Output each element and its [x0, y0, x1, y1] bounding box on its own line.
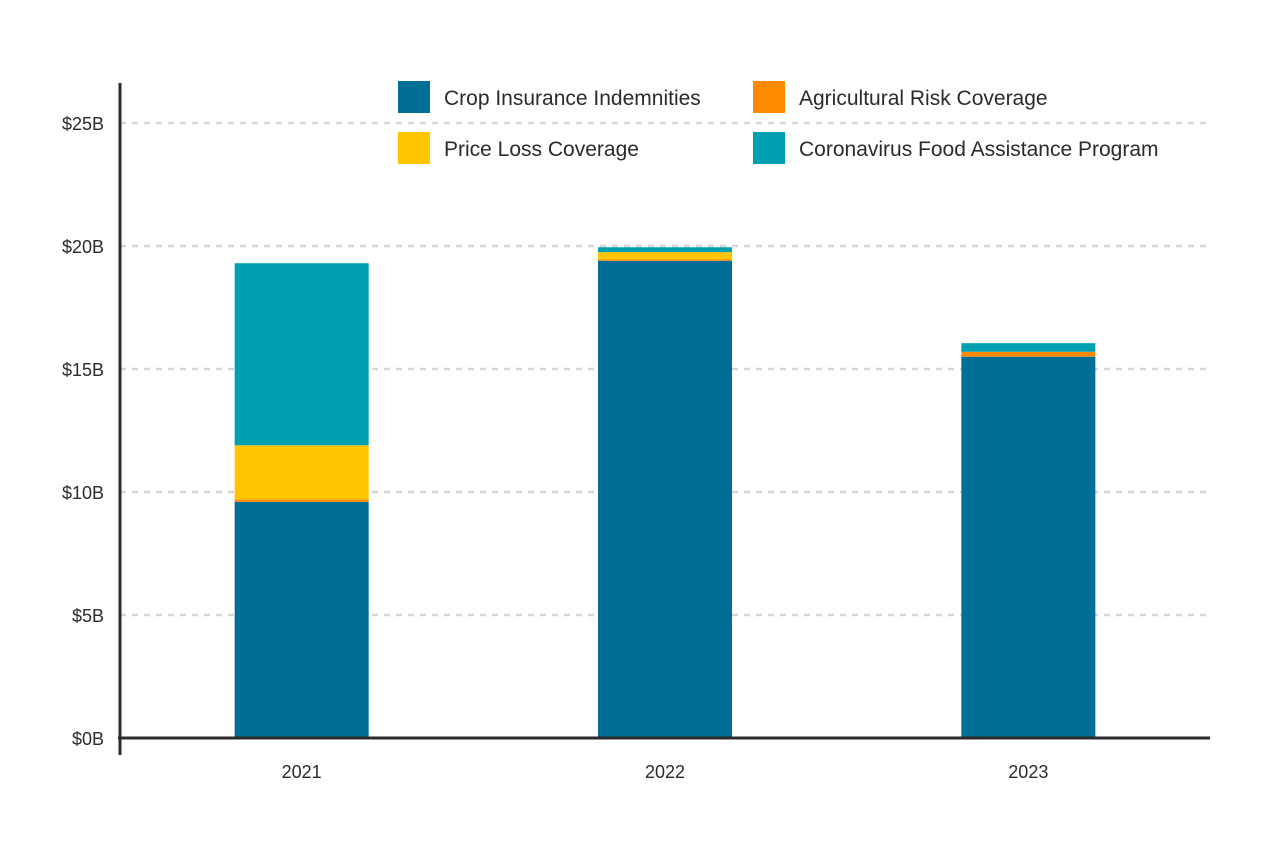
x-tick-labels: 2021 2022 2023	[282, 762, 1049, 782]
bar-segment	[598, 247, 732, 253]
bar-segment	[234, 501, 369, 738]
bar-segment	[961, 343, 1096, 352]
y-tick-label: $15B	[62, 360, 104, 380]
bar-segment	[598, 259, 732, 261]
y-tick-label: $25B	[62, 114, 104, 134]
bar-segment	[961, 356, 1096, 738]
legend-swatch	[398, 81, 430, 113]
y-tick-label: $10B	[62, 483, 104, 503]
y-tick-label: $5B	[72, 606, 104, 626]
bar-segment	[234, 499, 369, 502]
bar-segment	[598, 260, 732, 738]
bars	[234, 247, 1096, 738]
x-tick-label: 2023	[1008, 762, 1048, 782]
legend-swatch	[753, 81, 785, 113]
x-tick-label: 2021	[282, 762, 322, 782]
bar-segment	[234, 445, 369, 500]
legend: Crop Insurance Indemnities Agricultural R…	[398, 81, 1159, 164]
legend-swatch	[753, 132, 785, 164]
axes	[118, 83, 1210, 755]
y-tick-labels: $0B $5B $10B $15B $20B $25B	[62, 114, 104, 749]
legend-label: Coronavirus Food Assistance Program	[799, 138, 1159, 161]
x-tick-label: 2022	[645, 762, 685, 782]
bar-segment	[961, 351, 1096, 357]
legend-swatch	[398, 132, 430, 164]
bar-segment	[598, 252, 732, 260]
legend-label: Price Loss Coverage	[444, 138, 639, 161]
bar-segment	[234, 263, 369, 446]
legend-label: Crop Insurance Indemnities	[444, 87, 701, 110]
y-tick-label: $0B	[72, 729, 104, 749]
legend-label: Agricultural Risk Coverage	[799, 87, 1048, 110]
y-tick-label: $20B	[62, 237, 104, 257]
